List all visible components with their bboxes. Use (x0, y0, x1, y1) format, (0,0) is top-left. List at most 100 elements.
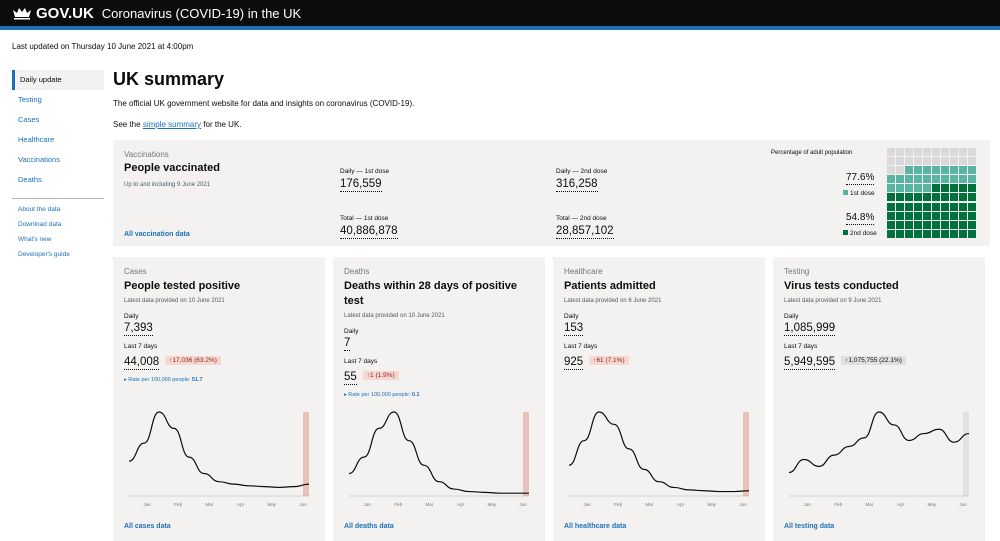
sidebar-item-testing[interactable]: Testing (18, 95, 42, 104)
govuk-logo[interactable]: GOV.UK (36, 4, 94, 22)
waffle-cell (896, 175, 904, 184)
waffle-cell (932, 148, 940, 156)
x-tick-label: Jun (739, 502, 747, 507)
waffle-cell (914, 229, 922, 238)
waffle-cell (887, 157, 895, 166)
deaths-change-badge: ↑1 (1.9%) (362, 371, 399, 381)
waffle-cell (914, 193, 922, 202)
healthcare-title[interactable]: Patients admitted (564, 280, 656, 292)
healthcare-daily-label: Daily (564, 313, 579, 320)
x-tick-label: Mar (646, 502, 654, 507)
waffle-cell (896, 193, 904, 202)
daily-1st-dose-value[interactable]: 176,559 (340, 178, 382, 192)
healthcare-updated: Latest data provided on 6 June 2021 (564, 298, 662, 304)
waffle-cell (896, 202, 904, 211)
cases-title[interactable]: People tested positive (124, 280, 241, 292)
waffle-cell (923, 202, 931, 211)
healthcare-week-row: 925 ↑61 (7.1%) (564, 352, 629, 370)
sidebar-item-download-data[interactable]: Download data (18, 221, 62, 228)
testing-week-value[interactable]: 5,949,595 (784, 356, 836, 370)
waffle-cell (950, 166, 958, 175)
daily-2nd-dose-value[interactable]: 316,258 (556, 178, 598, 192)
waffle-cell (905, 166, 913, 175)
testing-all-data-link[interactable]: All testing data (784, 523, 835, 530)
waffle-cell (959, 229, 967, 238)
healthcare-daily-value[interactable]: 153 (564, 322, 584, 336)
sidebar-item-about-data[interactable]: About the data (18, 206, 61, 213)
waffle-cell (932, 220, 940, 229)
testing-title[interactable]: Virus tests conducted (784, 280, 899, 292)
sidebar-item-deaths[interactable]: Deaths (18, 175, 42, 184)
waffle-cell (914, 148, 922, 156)
deaths-rate[interactable]: ▸ Rate per 100,000 people: 0.1 (344, 392, 420, 398)
cases-caption: Cases (124, 267, 147, 276)
waffle-cell (941, 229, 949, 238)
deaths-week-row: 55 ↑1 (1.9%) (344, 367, 399, 385)
sidebar-item-whats-new[interactable]: What's new (18, 236, 52, 243)
deaths-daily-value[interactable]: 7 (344, 337, 351, 351)
sidebar-item-developers-guide[interactable]: Developer's guide (18, 251, 70, 258)
last-week-highlight (303, 412, 309, 496)
waffle-cell (968, 211, 976, 220)
waffle-cell (941, 193, 949, 202)
cases-change-badge: ↑17,036 (63.2%) (165, 356, 221, 366)
page-title: UK summary (113, 69, 225, 89)
waffle-cell (905, 193, 913, 202)
service-name[interactable]: Coronavirus (COVID-19) in the UK (101, 5, 302, 21)
deaths-week-label: Last 7 days (344, 358, 378, 365)
waffle-cell (914, 175, 922, 184)
intro-text: The official UK government website for d… (113, 99, 415, 108)
cases-all-data-link[interactable]: All cases data (124, 523, 171, 530)
x-tick-label: Jan (363, 502, 371, 507)
waffle-cell (887, 211, 895, 220)
pct-2nd-dose-value[interactable]: 54.8% (846, 212, 875, 225)
deaths-all-data-link[interactable]: All deaths data (344, 523, 394, 530)
sidebar-item-cases[interactable]: Cases (18, 115, 40, 124)
healthcare-week-value[interactable]: 925 (564, 356, 584, 370)
testing-week-row: 5,949,595 ↑1,075,755 (22.1%) (784, 352, 906, 370)
x-tick-label: Apr (237, 502, 245, 507)
sidebar-item-daily-update[interactable]: Daily update (12, 70, 104, 90)
total-2nd-dose-value[interactable]: 28,857,102 (556, 225, 614, 239)
testing-daily-value[interactable]: 1,085,999 (784, 322, 836, 336)
waffle-cell (932, 184, 940, 193)
deaths-title[interactable]: Deaths within 28 days of positive test (344, 280, 517, 307)
sidebar-item-vaccinations[interactable]: Vaccinations (18, 155, 60, 164)
waffle-cell (950, 175, 958, 184)
total-1st-dose-value[interactable]: 40,886,878 (340, 225, 398, 239)
sidebar-item-healthcare[interactable]: Healthcare (18, 135, 55, 144)
series-line (568, 411, 750, 493)
waffle-cell (887, 184, 895, 193)
waffle-cell (923, 148, 931, 156)
waffle-cell (959, 148, 967, 156)
vaccinations-title[interactable]: People vaccinated (124, 162, 220, 174)
waffle-cell (950, 184, 958, 193)
waffle-cell (896, 220, 904, 229)
cases-daily-value[interactable]: 7,393 (124, 322, 153, 336)
deaths-sparkline-chart: Jan Feb Mar Apr May Jun (348, 411, 529, 507)
waffle-cell (896, 184, 904, 193)
waffle-cell (968, 229, 976, 238)
simple-summary-link[interactable]: simple summary (142, 120, 202, 129)
last-week-highlight (523, 412, 529, 496)
deaths-week-value[interactable]: 55 (344, 371, 357, 385)
pct-1st-dose-legend: 1st dose (843, 190, 875, 197)
deaths-rate-value: 0.1 (411, 392, 420, 398)
waffle-cell (905, 184, 913, 193)
x-tick-label: Apr (457, 502, 465, 507)
pct-1st-dose-value[interactable]: 77.6% (846, 172, 875, 185)
waffle-cell (896, 148, 904, 156)
waffle-cell (905, 148, 913, 156)
waffle-cell (950, 193, 958, 202)
testing-change-badge: ↑1,075,755 (22.1%) (841, 356, 906, 366)
waffle-cell (887, 148, 895, 156)
waffle-cell (941, 184, 949, 193)
legend-label-1st: 1st dose (850, 190, 875, 197)
cases-updated: Latest data provided on 10 June 2021 (124, 298, 225, 304)
cases-rate-label: Rate per 100,000 people: (128, 377, 191, 383)
cases-week-value[interactable]: 44,008 (124, 356, 160, 370)
healthcare-all-data-link[interactable]: All healthcare data (564, 523, 627, 530)
x-tick-label: May (268, 502, 277, 507)
cases-rate[interactable]: ▸ Rate per 100,000 people: 51.7 (124, 377, 203, 383)
all-vaccination-data-link[interactable]: All vaccination data (124, 231, 190, 238)
